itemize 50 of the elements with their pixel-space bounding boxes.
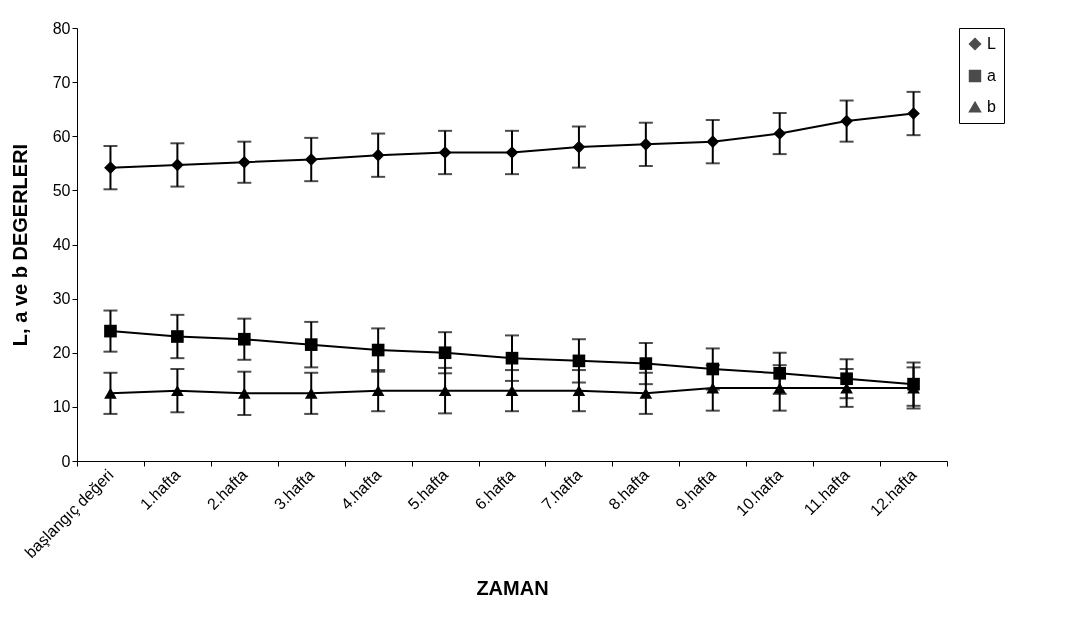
point (438, 385, 452, 397)
point (505, 351, 519, 365)
point (639, 387, 653, 399)
point (706, 135, 720, 148)
point (907, 107, 920, 120)
point (773, 366, 787, 380)
point (371, 385, 385, 397)
point (505, 146, 519, 159)
y-tick-label: 80 (52, 19, 71, 37)
y-tick-label: 70 (52, 73, 71, 91)
point (304, 338, 318, 351)
y-tick-label: 50 (52, 181, 71, 199)
point (840, 114, 853, 128)
legend-label: b (987, 98, 996, 115)
point (237, 332, 251, 346)
point (572, 140, 586, 154)
point (706, 382, 720, 394)
y-tick-label: 20 (52, 344, 71, 362)
point (237, 155, 251, 169)
point (371, 343, 385, 357)
y-tick-label: 40 (52, 236, 71, 253)
y-axis-title: L, a ve b DEGERLERI (8, 143, 31, 347)
point (104, 161, 117, 174)
point (572, 385, 586, 397)
x-axis-title: ZAMAN (476, 577, 549, 600)
point (639, 138, 653, 151)
point (773, 127, 787, 140)
point (171, 330, 184, 343)
y-tick-label: 60 (52, 127, 71, 145)
y-tick-label: 10 (52, 398, 71, 416)
y-tick-label: 0 (61, 452, 71, 470)
point (371, 148, 385, 162)
point (505, 385, 519, 397)
point (104, 324, 117, 338)
point (706, 362, 720, 376)
point (572, 354, 586, 368)
point (438, 346, 452, 360)
point (773, 382, 787, 394)
point (840, 372, 853, 386)
point (104, 387, 117, 399)
legend-label: L (987, 35, 996, 52)
point (304, 153, 318, 166)
y-tick-label: 30 (52, 290, 71, 308)
legend-label: a (987, 67, 996, 84)
point (171, 158, 184, 172)
point (639, 357, 653, 370)
point (438, 146, 452, 159)
point (237, 387, 251, 399)
point (171, 385, 184, 397)
point (304, 387, 318, 399)
